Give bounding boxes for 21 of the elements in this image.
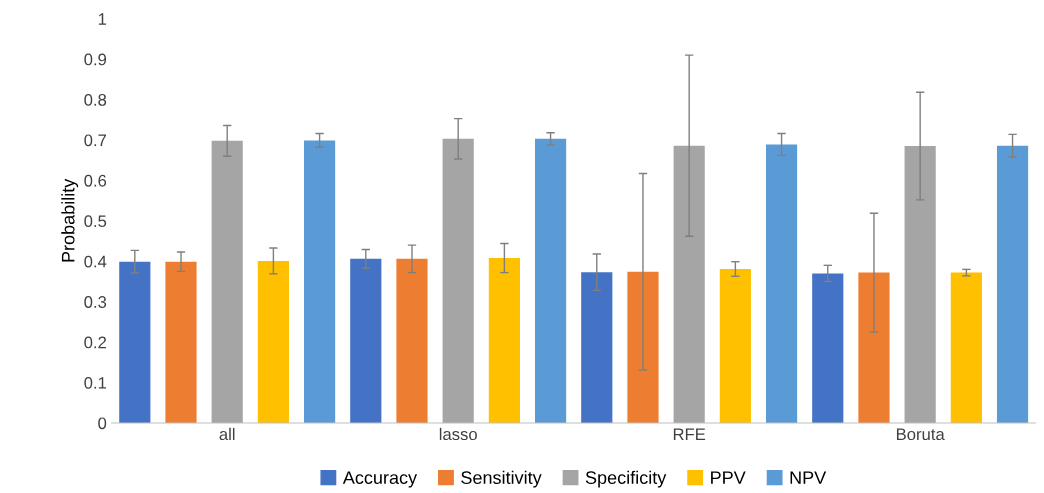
y-axis-title: Probability — [61, 178, 79, 262]
y-tick-label: 0.3 — [84, 296, 107, 308]
legend-label: NPV — [790, 471, 827, 484]
y-tick-label: 0.5 — [84, 215, 107, 228]
x-tick-label: all — [219, 427, 235, 441]
y-tick-label: 0.8 — [84, 93, 107, 106]
legend-label: Specificity — [585, 470, 667, 488]
y-tick-label: 0 — [98, 417, 107, 430]
x-tick-label: RFE — [673, 428, 706, 440]
y-tick-label: 1 — [98, 13, 107, 25]
y-tick-label: 0.4 — [84, 255, 107, 268]
y-tick-label: 0.9 — [84, 53, 107, 66]
x-tick-label: Boruta — [896, 428, 945, 441]
legend-label: PPV — [711, 471, 746, 484]
y-tick-label: 0.2 — [84, 336, 107, 349]
x-tick-label: lasso — [439, 427, 477, 441]
legend-label: Sensitivity — [461, 470, 542, 488]
y-tick-label: 0.7 — [84, 134, 107, 147]
legend-label: Accuracy — [342, 471, 418, 488]
y-tick-label: 0.1 — [84, 376, 107, 389]
y-tick-label: 0.6 — [84, 174, 107, 187]
